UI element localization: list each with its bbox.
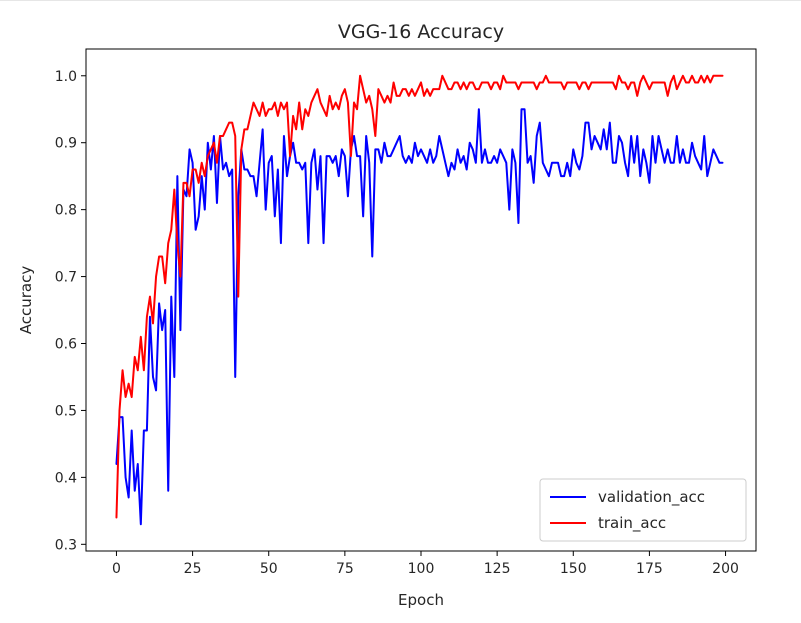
axis-ticks: 0 25 50 75 100 125 150 175 200 0.3 0.4 0.5 0.6 0.7 0.8… [55, 69, 739, 577]
series-lines [115, 74, 724, 526]
x-axis-label: Epoch [398, 591, 444, 609]
y-tick-label: 1.0 [55, 69, 77, 85]
x-tick-label: 25 [184, 561, 202, 577]
x-tick-label: 75 [336, 561, 354, 577]
legend-box [539, 478, 747, 542]
y-axis-label: Accuracy [17, 266, 35, 335]
x-tick-label: 175 [636, 561, 663, 577]
y-tick-label: 0.7 [55, 270, 77, 286]
x-tick-label: 150 [560, 561, 587, 577]
legend-entry: validation_acc [598, 488, 705, 507]
legend-entry: train_acc [598, 514, 666, 533]
axes-frame [85, 48, 757, 552]
series-line-validation-acc [115, 108, 724, 526]
x-tick-label: 200 [712, 561, 739, 577]
x-tick-label: 125 [484, 561, 511, 577]
y-tick-label: 0.9 [55, 136, 77, 152]
top-border [0, 0, 801, 1]
y-tick-label: 0.3 [55, 537, 77, 553]
x-tick-label: 0 [112, 561, 121, 577]
legend: validation_acc train_acc [539, 478, 747, 542]
chart-title: VGG-16 Accuracy [338, 21, 504, 43]
x-tick-label: 50 [260, 561, 278, 577]
y-tick-label: 0.4 [55, 470, 77, 486]
x-tick-label: 100 [408, 561, 435, 577]
y-tick-label: 0.5 [55, 403, 77, 419]
series-line-train-acc [115, 74, 724, 519]
y-tick-label: 0.8 [55, 203, 77, 219]
y-tick-label: 0.6 [55, 337, 77, 353]
